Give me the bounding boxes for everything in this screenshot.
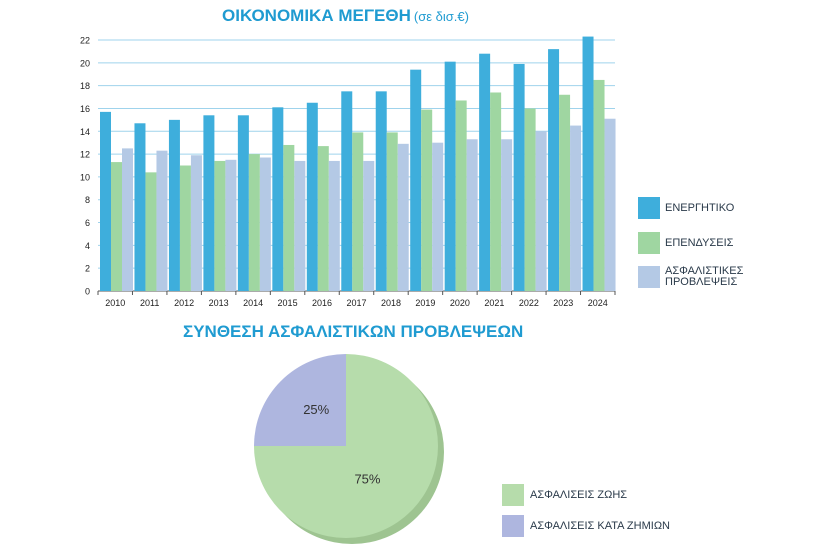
- legend-swatch: [638, 266, 660, 288]
- bar: [237, 115, 249, 291]
- y-tick-label: 20: [80, 58, 90, 68]
- x-tick-label: 2018: [381, 298, 401, 308]
- bar: [444, 61, 456, 291]
- pie-slice-label: 25%: [303, 402, 329, 417]
- bar: [145, 172, 157, 291]
- x-tick-label: 2021: [484, 298, 504, 308]
- bar: [501, 139, 513, 291]
- legend-label-line: ΠΡΟΒΛΕΨΕΙΣ: [665, 276, 738, 288]
- bar: [421, 109, 433, 291]
- x-tick-label: 2024: [588, 298, 608, 308]
- bar: [168, 119, 180, 291]
- bar: [513, 63, 525, 291]
- y-tick-label: 18: [80, 81, 90, 91]
- pie-shadow: [260, 360, 444, 544]
- bar: [570, 125, 582, 292]
- x-tick-label: 2015: [278, 298, 298, 308]
- bar: [134, 123, 146, 291]
- bar: [248, 154, 260, 291]
- bar: [283, 144, 295, 291]
- bar: [363, 160, 375, 291]
- legend-item: ΕΠΕΝΔΥΣΕΙΣ: [638, 232, 733, 254]
- x-tick-label: 2017: [346, 298, 366, 308]
- bar: [479, 53, 491, 291]
- legend-label: ΕΠΕΝΔΥΣΕΙΣ: [665, 236, 734, 249]
- pie-chart-title: ΣΥΝΘΕΣΗ ΑΣΦΑΛΙΣΤΙΚΩΝ ΠΡΟΒΛΕΨΕΩΝ: [183, 322, 524, 341]
- bar: [593, 79, 605, 291]
- bar: [156, 150, 168, 291]
- pie-slice: [254, 354, 346, 446]
- bar: [559, 94, 571, 291]
- bar: [122, 148, 133, 291]
- bar: [548, 49, 560, 291]
- y-tick-label: 2: [85, 264, 90, 274]
- y-tick-label: 14: [80, 127, 90, 137]
- pie-slice: [254, 354, 438, 538]
- y-tick-label: 22: [80, 36, 90, 46]
- bar: [375, 91, 387, 291]
- y-tick-label: 12: [80, 150, 90, 160]
- legend-swatch: [502, 484, 524, 506]
- bar: [535, 131, 547, 291]
- legend-swatch: [638, 232, 660, 254]
- y-tick-label: 16: [80, 104, 90, 114]
- bar: [524, 108, 536, 291]
- bar: [259, 157, 271, 291]
- bar: [466, 139, 478, 291]
- bar: [397, 143, 409, 291]
- x-tick-label: 2020: [450, 298, 470, 308]
- y-tick-label: 4: [85, 241, 90, 251]
- legend-swatch: [638, 197, 660, 219]
- bar: [294, 160, 306, 291]
- pie-slice-label: 75%: [354, 471, 380, 486]
- bar: [272, 107, 284, 292]
- bar: [328, 160, 340, 291]
- y-tick-label: 10: [80, 172, 90, 182]
- y-tick-label: 8: [85, 195, 90, 205]
- bar: [111, 162, 122, 291]
- x-tick-label: 2019: [415, 298, 435, 308]
- bar: [490, 92, 502, 292]
- legend-item: ΕΝΕΡΓΗΤΙΚΟ: [638, 197, 734, 219]
- x-tick-label: 2012: [174, 298, 194, 308]
- bar-chart-title: ΟΙΚΟΝΟΜΙΚΑ ΜΕΓΕΘΗ (σε δισ.€): [222, 6, 469, 26]
- legend-label: ΕΝΕΡΓΗΤΙΚΟ: [665, 201, 735, 214]
- y-tick-label: 0: [85, 287, 90, 297]
- bar: [341, 91, 353, 291]
- x-tick-label: 2013: [209, 298, 229, 308]
- bar: [306, 102, 318, 291]
- legend-item: ΑΣΦΑΛΙΣΤΙΚΕΣ ΠΡΟΒΛΕΨΕΙΣ: [638, 266, 743, 288]
- bar: [179, 165, 191, 291]
- x-tick-label: 2022: [519, 298, 539, 308]
- legend-item: ΑΣΦΑΛΙΣΕΙΣ ΚΑΤΑ ΖΗΜΙΩΝ: [502, 515, 670, 537]
- bar: [455, 100, 467, 291]
- legend-label: ΑΣΦΑΛΙΣΤΙΚΕΣ ΠΡΟΒΛΕΨΕΙΣ: [665, 266, 743, 288]
- x-tick-label: 2014: [243, 298, 263, 308]
- bar: [386, 132, 398, 291]
- y-tick-label: 6: [85, 218, 90, 228]
- bar: [582, 36, 594, 292]
- bar: [203, 115, 215, 291]
- legend-swatch: [502, 515, 524, 537]
- legend-item: ΑΣΦΑΛΙΣΕΙΣ ΖΩΗΣ: [502, 484, 627, 506]
- legend-label-line: ΑΣΦΑΛΙΣΤΙΚΕΣ: [665, 265, 744, 277]
- bar: [317, 146, 329, 291]
- bar-chart-unit: (σε δισ.€): [413, 9, 469, 24]
- x-tick-label: 2011: [140, 298, 159, 308]
- bar: [225, 159, 237, 291]
- bar: [214, 160, 226, 291]
- bar: [190, 155, 202, 291]
- bar: [100, 111, 111, 291]
- bar: [604, 118, 616, 292]
- x-tick-label: 2010: [105, 298, 125, 308]
- x-tick-label: 2016: [312, 298, 332, 308]
- bar: [352, 132, 364, 291]
- bar-chart-title-text: ΟΙΚΟΝΟΜΙΚΑ ΜΕΓΕΘΗ: [222, 6, 411, 25]
- x-tick-label: 2023: [553, 298, 573, 308]
- legend-label: ΑΣΦΑΛΙΣΕΙΣ ΖΩΗΣ: [530, 488, 628, 501]
- bar: [432, 142, 444, 291]
- bar: [410, 69, 422, 291]
- legend-label: ΑΣΦΑΛΙΣΕΙΣ ΚΑΤΑ ΖΗΜΙΩΝ: [530, 519, 670, 532]
